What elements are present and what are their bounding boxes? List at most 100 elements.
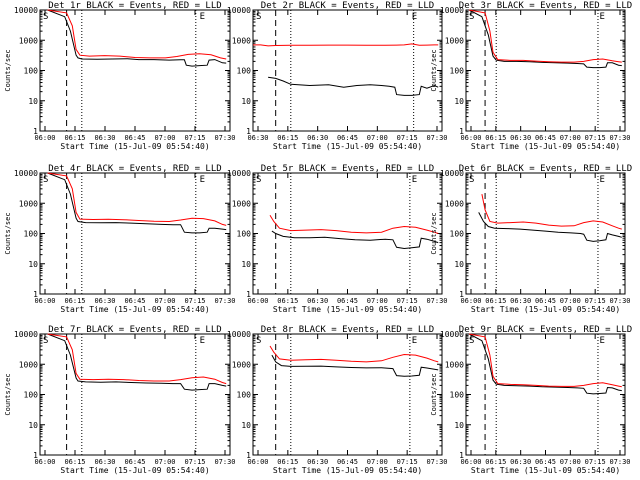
y-tick-label: 10000 [440,169,464,178]
x-tick-label: 07:30 [609,134,630,142]
x-tick-label: 07:00 [154,134,175,142]
x-tick-label: 07:15 [184,134,205,142]
x-axis-label: Start Time (15-Jul-09 05:54:40) [60,142,209,151]
y-tick-label: 100 [24,67,39,76]
y-axis-label: Counts/sec [4,49,12,91]
x-tick-label: 06:30 [307,134,328,142]
plot-frame [465,9,626,132]
x-tick-label: 06:45 [124,297,145,305]
x-tick-label: 06:00 [247,458,268,466]
end-marker: E [600,12,605,22]
y-tick-label: 10 [241,260,251,269]
y-tick-label: 1 [246,290,251,299]
start-marker: S [256,175,261,185]
x-tick-label: 06:45 [535,297,556,305]
x-tick-label: 07:15 [397,458,418,466]
x-tick-label: 06:15 [485,458,506,466]
y-tick-label: 100 [24,230,39,239]
y-tick-label: 10 [454,421,464,430]
x-tick-label: 06:30 [510,134,531,142]
y-tick-label: 1000 [445,36,464,45]
y-axis-label: Counts/sec [430,373,438,415]
y-tick-label: 100 [237,67,252,76]
x-tick-label: 06:30 [94,297,115,305]
y-tick-label: 100 [237,391,252,400]
chart-title: Det 4r BLACK = Events, RED = LLD [48,164,221,174]
y-tick-label: 1000 [19,199,38,208]
x-tick-label: 07:15 [397,134,418,142]
y-tick-label: 10000 [227,6,251,15]
y-axis-label: Counts/sec [430,49,438,91]
x-tick-label: 06:45 [337,134,358,142]
x-tick-label: 07:30 [609,458,630,466]
chart-panel-1: Det 1r BLACK = Events, RED = LLD 1 10 100 10… [4,1,236,151]
chart-panel-3: Det 3r BLACK = Events, RED = LLD 1 10 100 10… [430,1,632,151]
x-axis-label: Start Time (15-Jul-09 05:54:40) [273,305,422,314]
series-line-events [47,333,227,391]
plot-frame [252,333,443,456]
y-tick-label: 10 [28,260,38,269]
x-tick-label: 06:15 [485,134,506,142]
x-tick-label: 07:30 [426,458,447,466]
x-tick-label: 06:30 [510,458,531,466]
y-tick-label: 1000 [232,360,251,369]
chart-panel-8: Det 8r BLACK = Events, RED = LLD 1 10 100 10… [227,325,448,475]
x-tick-label: 06:15 [485,297,506,305]
x-tick-label: 07:15 [184,458,205,466]
start-marker: S [256,336,261,346]
chart-title: Det 3r BLACK = Events, RED = LLD [459,1,632,11]
y-tick-label: 1 [33,290,38,299]
series-line-lld [481,194,622,230]
y-tick-label: 100 [450,391,465,400]
y-tick-label: 1000 [232,199,251,208]
y-tick-label: 10 [454,97,464,106]
x-tick-label: 07:00 [367,458,388,466]
x-axis-label: Start Time (15-Jul-09 05:54:40) [471,305,620,314]
end-marker: E [200,175,205,185]
x-tick-label: 07:00 [560,297,581,305]
y-tick-label: 1000 [232,36,251,45]
end-marker: E [600,336,605,346]
y-tick-label: 1 [246,451,251,460]
series-line-events [468,9,622,69]
y-tick-label: 10000 [440,6,464,15]
x-tick-label: 06:45 [535,458,556,466]
chart-title: Det 2r BLACK = Events, RED = LLD [261,1,434,11]
x-tick-label: 06:30 [307,458,328,466]
x-tick-label: 07:00 [560,134,581,142]
x-tick-label: 07:15 [184,297,205,305]
x-tick-label: 07:00 [367,297,388,305]
chart-title: Det 7r BLACK = Events, RED = LLD [48,325,221,335]
x-tick-label: 07:15 [585,297,606,305]
chart-panel-2: Det 2r BLACK = Events, RED = LLD 1 10 100 10… [227,1,448,151]
end-marker: E [412,336,417,346]
x-tick-label: 06:15 [64,458,85,466]
start-marker: S [469,336,474,346]
x-tick-label: 06:00 [247,297,268,305]
series-line-events [271,354,439,377]
chart-panel-5: Det 5r BLACK = Events, RED = LLD 1 10 100 10… [227,164,448,314]
plot-frame [39,172,231,295]
chart-panel-6: Det 6r BLACK = Events, RED = LLD 1 10 100 10… [430,164,632,314]
x-tick-label: 06:45 [337,458,358,466]
x-tick-label: 07:00 [367,134,388,142]
series-line-events [47,172,227,234]
chart-title: Det 6r BLACK = Events, RED = LLD [459,164,632,174]
start-marker: S [43,12,48,22]
x-tick-label: 06:00 [34,134,55,142]
series-line-events [47,9,227,67]
chart-panel-4: Det 4r BLACK = Events, RED = LLD 1 10 100 10… [4,164,236,314]
y-tick-label: 10 [454,260,464,269]
series-line-events [268,76,439,96]
y-tick-label: 10 [28,421,38,430]
y-tick-label: 10 [241,97,251,106]
y-tick-label: 10000 [227,330,251,339]
chart-title: Det 1r BLACK = Events, RED = LLD [48,1,221,11]
x-tick-label: 06:30 [247,134,268,142]
x-tick-label: 06:45 [124,458,145,466]
series-line-lld [253,43,439,47]
x-tick-label: 07:30 [609,297,630,305]
x-axis-label: Start Time (15-Jul-09 05:54:40) [471,466,620,475]
y-tick-label: 10000 [14,169,38,178]
